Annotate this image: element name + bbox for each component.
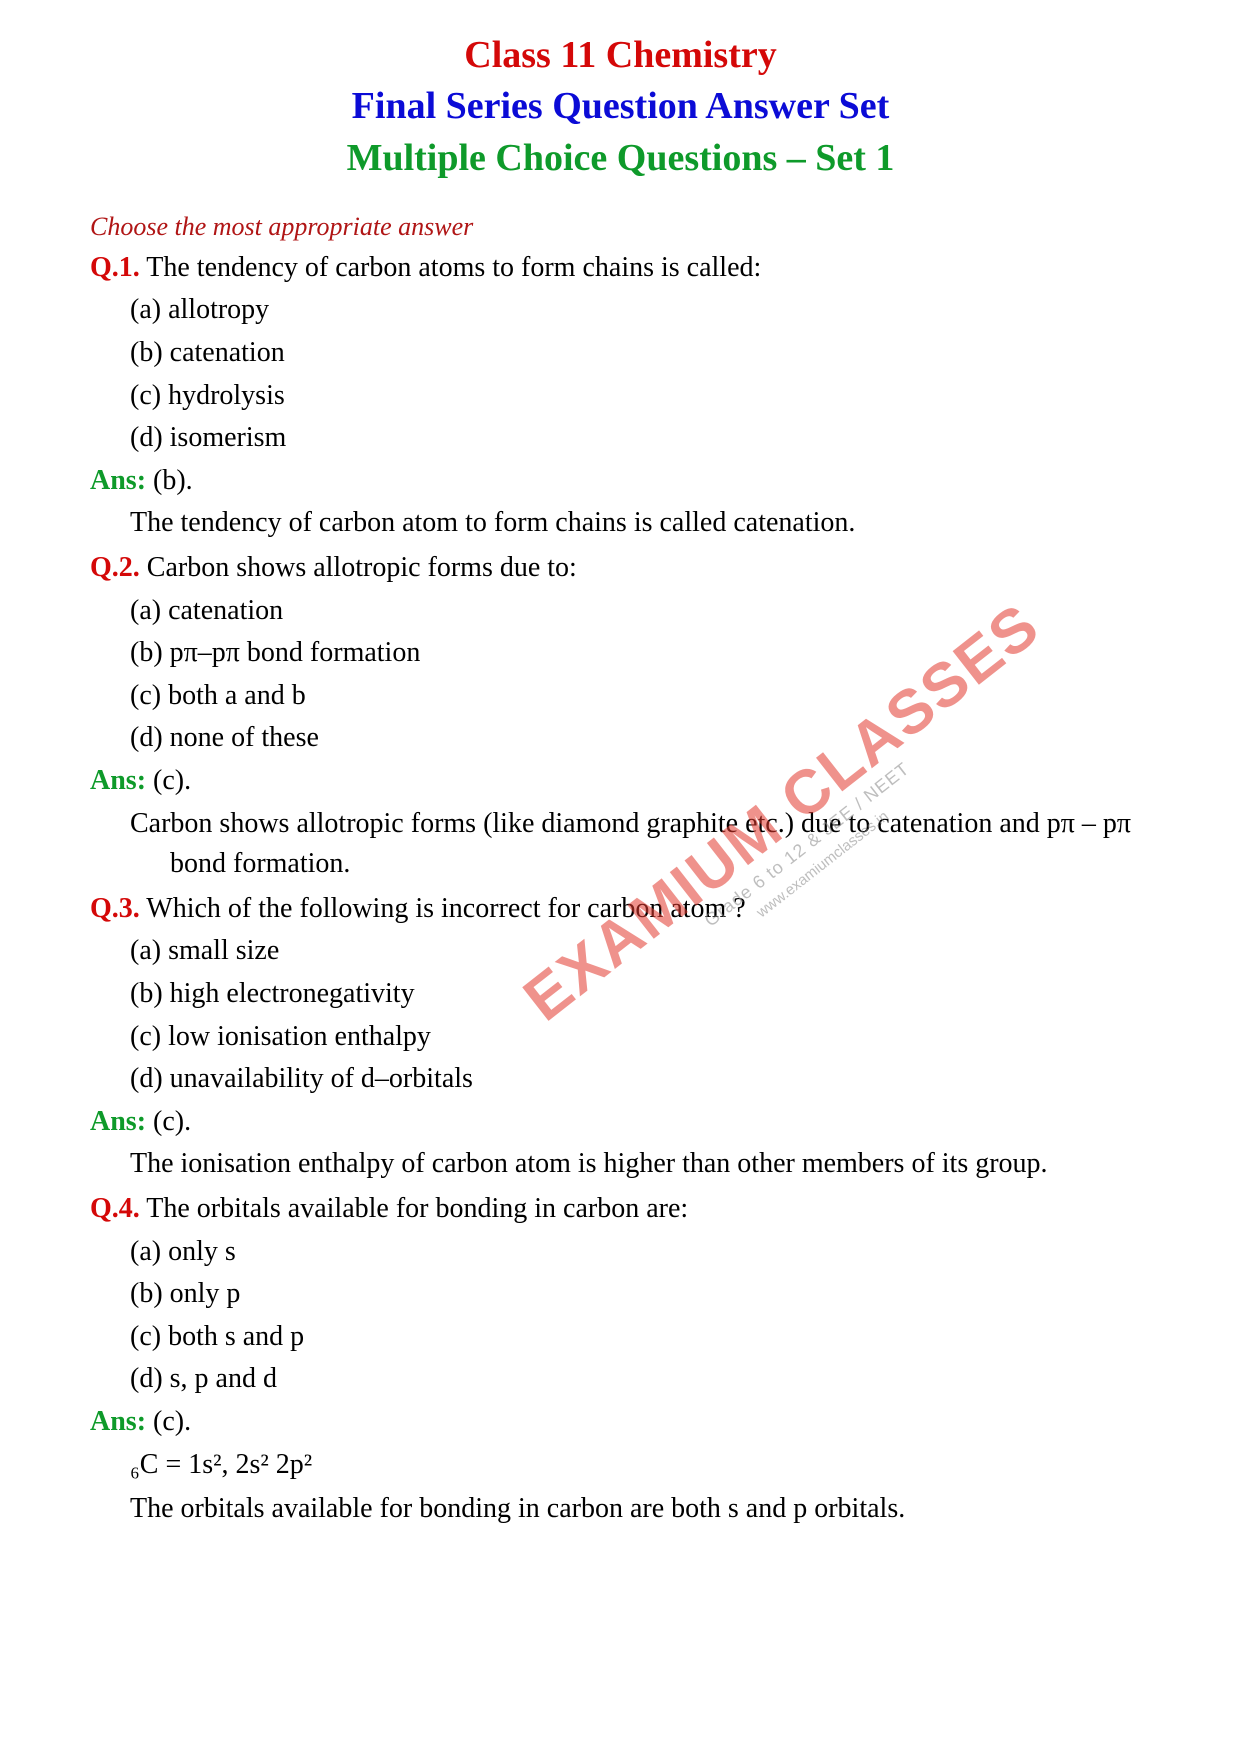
question-block: Q.3. Which of the following is incorrect… (90, 889, 1151, 1185)
question-block: Q.4. The orbitals available for bonding … (90, 1189, 1151, 1530)
option-item: (c) both s and p (130, 1317, 1151, 1358)
options-list: (a) only s(b) only p(c) both s and p(d) … (90, 1232, 1151, 1400)
answer-label: Ans: (90, 1106, 146, 1137)
options-list: (a) catenation(b) pπ–pπ bond formation(c… (90, 591, 1151, 759)
question-text: The tendency of carbon atoms to form cha… (140, 252, 762, 283)
answer-label: Ans: (90, 765, 146, 796)
question-line: Q.2. Carbon shows allotropic forms due t… (90, 548, 1151, 589)
instruction-text: Choose the most appropriate answer (90, 212, 1151, 242)
question-number: Q.3. (90, 893, 140, 924)
option-item: (d) none of these (130, 718, 1151, 759)
option-item: (b) catenation (130, 333, 1151, 374)
question-line: Q.1. The tendency of carbon atoms to for… (90, 248, 1151, 289)
explanation-text: The tendency of carbon atom to form chai… (90, 503, 1151, 544)
option-item: (a) small size (130, 931, 1151, 972)
question-number: Q.4. (90, 1193, 140, 1224)
question-number: Q.1. (90, 252, 140, 283)
document-header: Class 11 Chemistry Final Series Question… (90, 30, 1151, 184)
answer-value: (b). (146, 465, 193, 496)
explanation-text: The orbitals available for bonding in ca… (90, 1489, 1151, 1530)
answer-value: (c). (146, 1106, 191, 1137)
answer-label: Ans: (90, 1406, 146, 1437)
explanation-text: ₆C = 1s², 2s² 2p² (90, 1445, 1151, 1486)
question-number: Q.2. (90, 552, 140, 583)
answer-line: Ans: (c). (90, 1402, 1151, 1443)
option-item: (a) only s (130, 1232, 1151, 1273)
question-text: Carbon shows allotropic forms due to: (140, 552, 577, 583)
question-block: Q.2. Carbon shows allotropic forms due t… (90, 548, 1151, 885)
questions-container: Q.1. The tendency of carbon atoms to for… (90, 248, 1151, 1530)
answer-label: Ans: (90, 465, 146, 496)
option-item: (c) both a and b (130, 676, 1151, 717)
option-item: (b) pπ–pπ bond formation (130, 633, 1151, 674)
option-item: (d) s, p and d (130, 1359, 1151, 1400)
option-item: (d) unavailability of d–orbitals (130, 1059, 1151, 1100)
answer-value: (c). (146, 765, 191, 796)
options-list: (a) allotropy(b) catenation(c) hydrolysi… (90, 290, 1151, 458)
option-item: (b) high electronegativity (130, 974, 1151, 1015)
option-item: (a) catenation (130, 591, 1151, 632)
header-series: Final Series Question Answer Set (90, 81, 1151, 132)
explanation-text: Carbon shows allotropic forms (like diam… (90, 804, 1151, 885)
question-line: Q.3. Which of the following is incorrect… (90, 889, 1151, 930)
question-text: The orbitals available for bonding in ca… (140, 1193, 688, 1224)
options-list: (a) small size(b) high electronegativity… (90, 931, 1151, 1099)
answer-line: Ans: (b). (90, 461, 1151, 502)
option-item: (d) isomerism (130, 418, 1151, 459)
answer-value: (c). (146, 1406, 191, 1437)
option-item: (c) low ionisation enthalpy (130, 1017, 1151, 1058)
explanation-text: The ionisation enthalpy of carbon atom i… (90, 1144, 1151, 1185)
option-item: (c) hydrolysis (130, 376, 1151, 417)
answer-line: Ans: (c). (90, 761, 1151, 802)
header-set: Multiple Choice Questions – Set 1 (90, 133, 1151, 184)
option-item: (b) only p (130, 1274, 1151, 1315)
answer-line: Ans: (c). (90, 1102, 1151, 1143)
option-item: (a) allotropy (130, 290, 1151, 331)
question-line: Q.4. The orbitals available for bonding … (90, 1189, 1151, 1230)
question-block: Q.1. The tendency of carbon atoms to for… (90, 248, 1151, 544)
question-text: Which of the following is incorrect for … (140, 893, 746, 924)
header-class: Class 11 Chemistry (90, 30, 1151, 81)
